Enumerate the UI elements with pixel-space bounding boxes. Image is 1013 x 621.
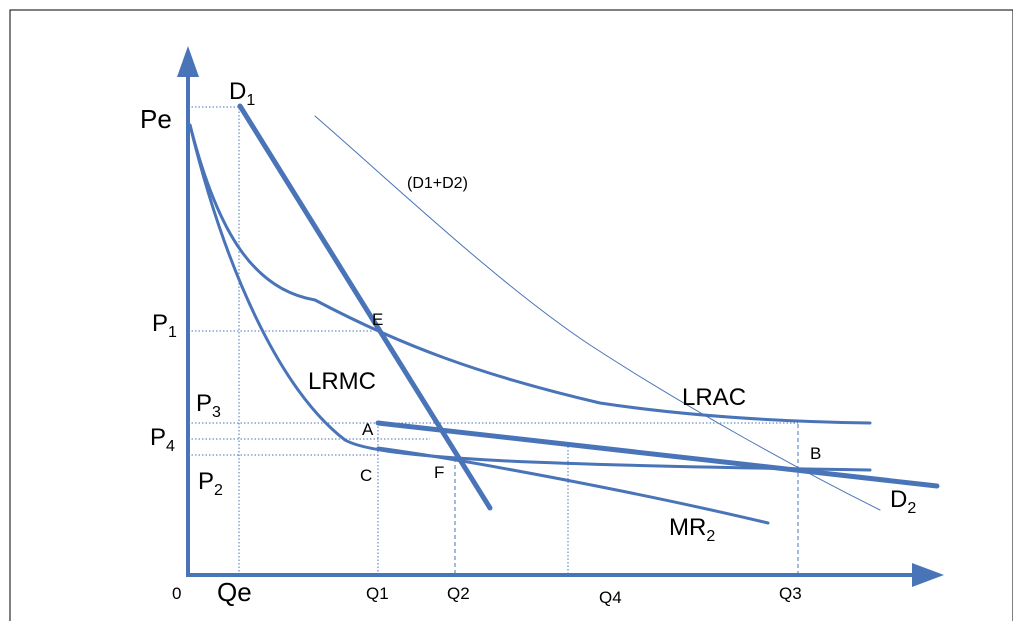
label-point-e: E bbox=[372, 310, 383, 329]
label-origin: 0 bbox=[172, 584, 181, 603]
quantity-axis-arrow bbox=[912, 563, 944, 587]
label-sum-demand: (D1+D2) bbox=[407, 175, 468, 192]
label-mr2: MR2 bbox=[669, 514, 715, 545]
label-lrmc: LRMC bbox=[308, 368, 376, 395]
dashed-guides bbox=[454, 424, 799, 576]
d1-demand-curve bbox=[237, 103, 493, 511]
label-point-f: F bbox=[434, 463, 444, 482]
axes bbox=[177, 46, 944, 587]
lrmc-curve bbox=[188, 123, 872, 472]
label-p2: P2 bbox=[198, 468, 223, 499]
label-d1: D1 bbox=[229, 78, 255, 109]
label-pe: Pe bbox=[140, 104, 172, 134]
label-point-b: B bbox=[810, 444, 821, 463]
label-q2: Q2 bbox=[447, 584, 470, 603]
label-p4: P4 bbox=[150, 424, 175, 455]
label-d2: D2 bbox=[890, 486, 916, 517]
guide-lines bbox=[188, 106, 798, 576]
label-q4: Q4 bbox=[599, 588, 622, 607]
label-q3: Q3 bbox=[779, 584, 802, 603]
label-q1: Q1 bbox=[366, 584, 389, 603]
mr2-curve bbox=[376, 446, 770, 525]
price-axis-arrow bbox=[177, 46, 199, 77]
label-qe: Qe bbox=[217, 577, 252, 607]
label-point-a: A bbox=[362, 420, 374, 439]
label-p1: P1 bbox=[152, 310, 177, 341]
sum-demand-curve bbox=[314, 115, 881, 511]
label-p3: P3 bbox=[196, 390, 221, 421]
d2-demand-curve bbox=[375, 420, 940, 489]
figure-frame bbox=[9, 9, 1013, 621]
label-point-c: C bbox=[360, 466, 372, 485]
lrac-curve bbox=[188, 123, 872, 425]
label-lrac: LRAC bbox=[682, 384, 746, 411]
curves bbox=[188, 103, 940, 525]
